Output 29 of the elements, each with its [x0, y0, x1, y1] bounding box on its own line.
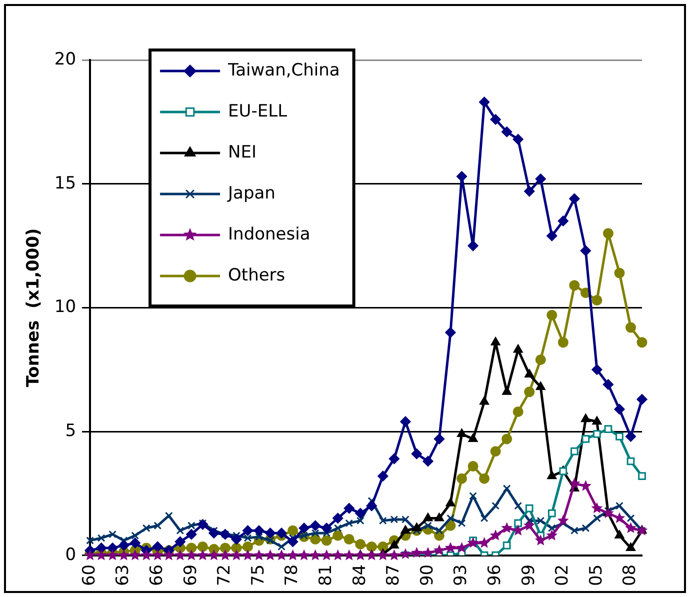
y-tick-label: 0 — [65, 544, 76, 565]
x-tick-label: 99 — [518, 564, 539, 586]
legend-label: Indonesia — [228, 224, 310, 244]
y-tick-label: 20 — [54, 49, 76, 70]
x-tick-label: 60 — [79, 564, 100, 586]
x-tick-label: 78 — [282, 564, 302, 586]
x-tick-label: 05 — [586, 564, 606, 586]
x-tick-label: 72 — [214, 564, 235, 586]
legend-label: EU-ELL — [228, 101, 288, 122]
legend-label: Taiwan,China — [227, 60, 340, 80]
legend-label: Others — [228, 265, 286, 286]
x-tick-label: 84 — [350, 564, 370, 586]
legend-label: Japan — [227, 183, 276, 204]
x-tick-label: 08 — [620, 564, 640, 586]
legend-label: NEI — [228, 142, 257, 162]
y-axis-title: Tonnes (x1,000) — [24, 228, 44, 388]
x-tick-label: 90 — [417, 564, 438, 586]
y-tick-label: 15 — [54, 173, 76, 194]
x-tick-label: 96 — [484, 564, 505, 586]
x-tick-label: 63 — [113, 564, 134, 586]
x-tick-label: 87 — [384, 564, 404, 586]
y-tick-label: 10 — [54, 297, 76, 318]
x-tick-label: 66 — [147, 564, 168, 586]
x-tick-label: 02 — [552, 564, 573, 586]
x-tick-label: 75 — [248, 564, 268, 586]
x-tick-label: 69 — [180, 564, 201, 586]
x-tick-label: 81 — [316, 564, 336, 586]
y-tick-label: 5 — [65, 420, 76, 441]
x-tick-label: 93 — [451, 564, 472, 586]
